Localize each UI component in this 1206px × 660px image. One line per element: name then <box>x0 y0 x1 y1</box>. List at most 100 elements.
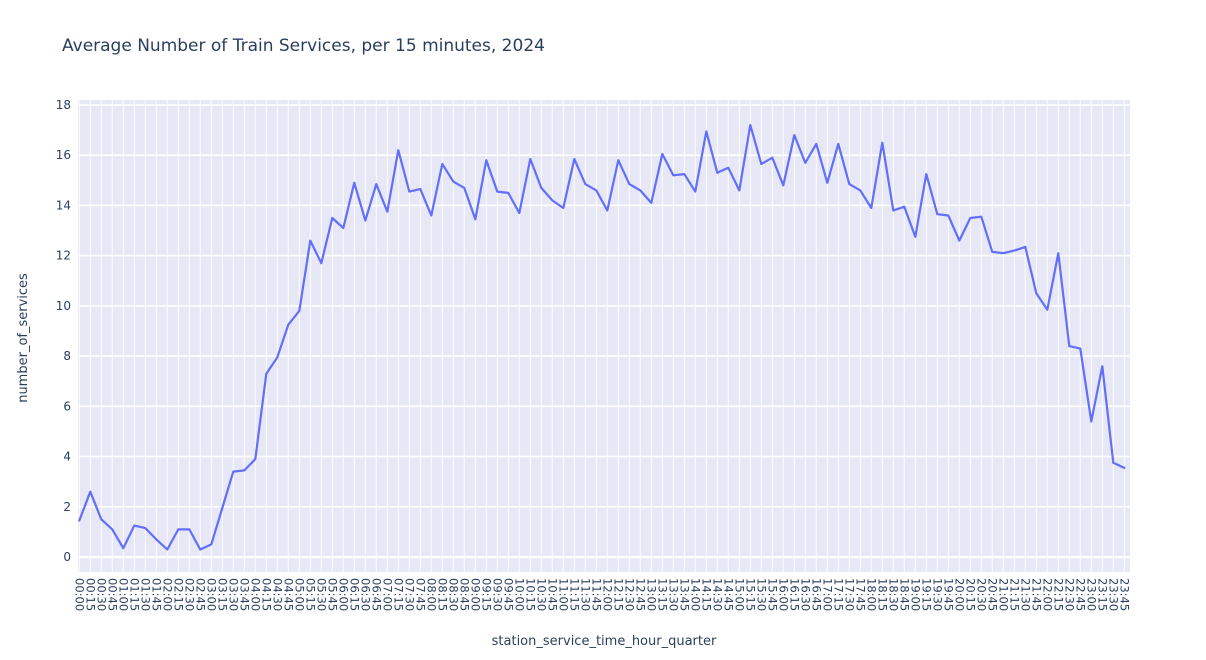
x-tick-label: 03:00 <box>204 578 218 611</box>
x-tick-label: 04:45 <box>281 578 295 611</box>
x-tick-label: 03:45 <box>237 578 251 611</box>
x-tick-label: 00:15 <box>83 578 97 611</box>
x-tick-label: 17:15 <box>831 578 845 611</box>
x-tick-label: 20:00 <box>952 578 966 611</box>
x-tick-label: 13:15 <box>655 578 669 611</box>
x-tick-label: 17:00 <box>820 578 834 611</box>
x-tick-label: 14:45 <box>721 578 735 611</box>
y-tick-label: 6 <box>63 399 71 413</box>
x-tick-label: 17:30 <box>842 578 856 611</box>
x-tick-label: 15:45 <box>765 578 779 611</box>
x-tick-label: 23:00 <box>1084 578 1098 611</box>
x-tick-label: 11:30 <box>578 578 592 611</box>
y-tick-label: 12 <box>56 249 71 263</box>
x-tick-label: 14:00 <box>688 578 702 611</box>
x-tick-label: 19:45 <box>941 578 955 611</box>
x-tick-label: 21:00 <box>996 578 1010 611</box>
y-tick-label: 4 <box>63 450 71 464</box>
x-tick-label: 10:00 <box>512 578 526 611</box>
x-tick-label: 22:00 <box>1040 578 1054 611</box>
y-tick-labels: 0 2 4 6 8 10 12 14 16 18 <box>56 98 71 564</box>
x-tick-label: 23:15 <box>1095 578 1109 611</box>
x-tick-label: 23:30 <box>1106 578 1120 611</box>
x-tick-label: 18:00 <box>864 578 878 611</box>
x-tick-label: 16:45 <box>809 578 823 611</box>
y-tick-label: 14 <box>56 198 71 212</box>
x-tick-label: 19:15 <box>919 578 933 611</box>
x-tick-label: 01:15 <box>127 578 141 611</box>
x-tick-label: 09:00 <box>468 578 482 611</box>
x-tick-label: 07:45 <box>413 578 427 611</box>
x-tick-label: 03:15 <box>215 578 229 611</box>
x-tick-label: 05:45 <box>325 578 339 611</box>
x-tick-label: 11:45 <box>589 578 603 611</box>
x-tick-label: 12:15 <box>611 578 625 611</box>
x-tick-label: 05:15 <box>303 578 317 611</box>
x-tick-label: 04:15 <box>259 578 273 611</box>
y-tick-label: 8 <box>63 349 71 363</box>
x-tick-label: 20:45 <box>985 578 999 611</box>
x-tick-label: 11:15 <box>567 578 581 611</box>
y-tick-label: 10 <box>56 299 71 313</box>
x-tick-label: 19:00 <box>908 578 922 611</box>
x-tick-label: 02:15 <box>171 578 185 611</box>
x-tick-label: 09:15 <box>479 578 493 611</box>
x-tick-labels: 00:0000:1500:3000:4501:0001:1501:3001:45… <box>72 578 1131 611</box>
y-tick-label: 2 <box>63 500 71 514</box>
x-tick-label: 04:30 <box>270 578 284 611</box>
x-tick-label: 21:45 <box>1029 578 1043 611</box>
x-tick-label: 00:30 <box>94 578 108 611</box>
x-tick-label: 08:45 <box>457 578 471 611</box>
x-tick-label: 18:15 <box>875 578 889 611</box>
x-tick-label: 06:00 <box>336 578 350 611</box>
x-tick-label: 07:30 <box>402 578 416 611</box>
x-tick-label: 13:30 <box>666 578 680 611</box>
x-tick-label: 08:00 <box>424 578 438 611</box>
x-tick-label: 02:45 <box>193 578 207 611</box>
x-tick-label: 08:30 <box>446 578 460 611</box>
x-tick-label: 10:15 <box>523 578 537 611</box>
x-tick-label: 06:30 <box>358 578 372 611</box>
x-tick-label: 09:45 <box>501 578 515 611</box>
x-axis-title: station_service_time_hour_quarter <box>492 634 717 649</box>
x-tick-label: 18:45 <box>897 578 911 611</box>
x-tick-label: 22:30 <box>1062 578 1076 611</box>
x-tick-label: 07:15 <box>391 578 405 611</box>
x-tick-label: 10:30 <box>534 578 548 611</box>
x-tick-label: 13:45 <box>677 578 691 611</box>
x-tick-label: 10:45 <box>545 578 559 611</box>
x-tick-label: 06:45 <box>369 578 383 611</box>
x-tick-label: 15:15 <box>743 578 757 611</box>
x-tick-label: 00:45 <box>105 578 119 611</box>
x-tick-label: 18:30 <box>886 578 900 611</box>
x-tick-label: 13:00 <box>644 578 658 611</box>
x-tick-label: 07:00 <box>380 578 394 611</box>
x-tick-label: 04:00 <box>248 578 262 611</box>
x-tick-label: 16:30 <box>798 578 812 611</box>
y-axis-title: number_of_services <box>16 273 31 403</box>
x-tick-label: 11:00 <box>556 578 570 611</box>
x-tick-label: 00:00 <box>72 578 86 611</box>
x-tick-label: 12:30 <box>622 578 636 611</box>
x-tick-label: 12:00 <box>600 578 614 611</box>
x-tick-label: 15:00 <box>732 578 746 611</box>
x-tick-label: 20:30 <box>974 578 988 611</box>
x-tick-label: 02:30 <box>182 578 196 611</box>
y-tick-label: 18 <box>56 98 71 112</box>
y-tick-label: 16 <box>56 148 71 162</box>
x-tick-label: 01:45 <box>149 578 163 611</box>
x-tick-label: 14:30 <box>710 578 724 611</box>
x-tick-label: 01:00 <box>116 578 130 611</box>
x-tick-label: 23:45 <box>1117 578 1131 611</box>
x-tick-label: 08:15 <box>435 578 449 611</box>
plot-area[interactable] <box>78 100 1130 572</box>
x-tick-label: 01:30 <box>138 578 152 611</box>
series-line[interactable] <box>78 124 1126 551</box>
y-tick-label: 0 <box>63 550 71 564</box>
chart-title: Average Number of Train Services, per 15… <box>62 36 545 56</box>
x-tick-label: 22:45 <box>1073 578 1087 611</box>
x-tick-label: 21:15 <box>1007 578 1021 611</box>
x-tick-label: 02:00 <box>160 578 174 611</box>
x-tick-label: 20:15 <box>963 578 977 611</box>
